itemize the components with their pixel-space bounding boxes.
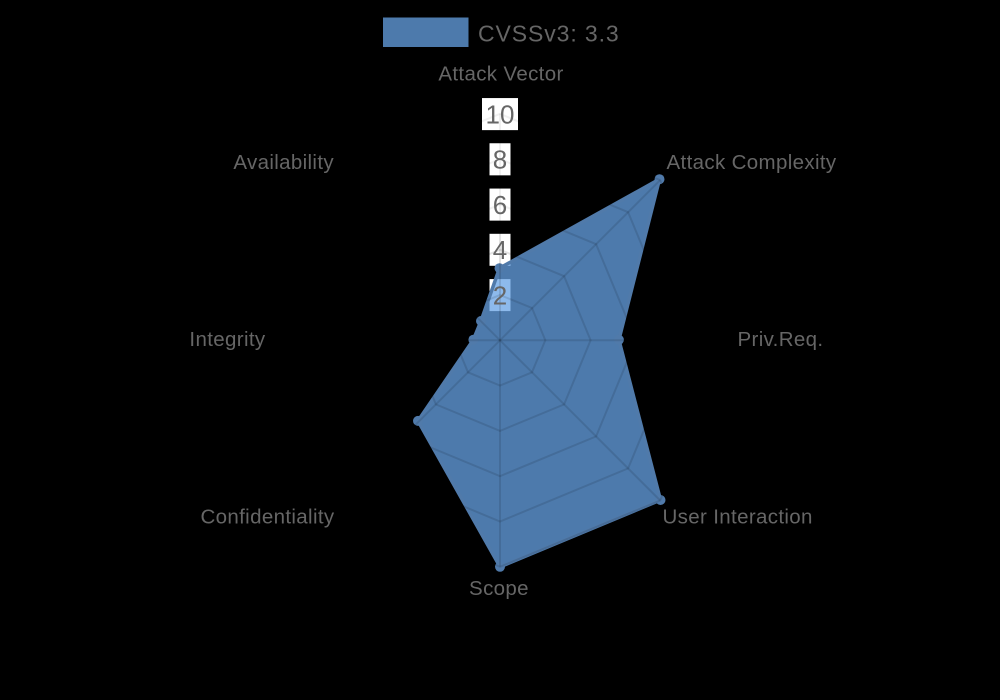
- svg-text:6: 6: [493, 190, 507, 220]
- svg-text:10: 10: [486, 99, 515, 129]
- svg-text:Availability: Availability: [233, 151, 334, 174]
- svg-text:Attack Complexity: Attack Complexity: [667, 151, 837, 174]
- svg-text:8: 8: [493, 145, 507, 175]
- svg-text:Priv.Req.: Priv.Req.: [738, 328, 824, 351]
- svg-text:Attack Vector: Attack Vector: [438, 63, 563, 86]
- svg-text:4: 4: [493, 235, 507, 265]
- svg-text:Confidentiality: Confidentiality: [200, 506, 334, 529]
- svg-text:Integrity: Integrity: [189, 328, 265, 351]
- svg-text:2: 2: [493, 280, 507, 310]
- svg-text:Scope: Scope: [469, 577, 529, 600]
- svg-text:CVSSv3: 3.3: CVSSv3: 3.3: [478, 21, 620, 47]
- svg-text:User Interaction: User Interaction: [663, 506, 813, 529]
